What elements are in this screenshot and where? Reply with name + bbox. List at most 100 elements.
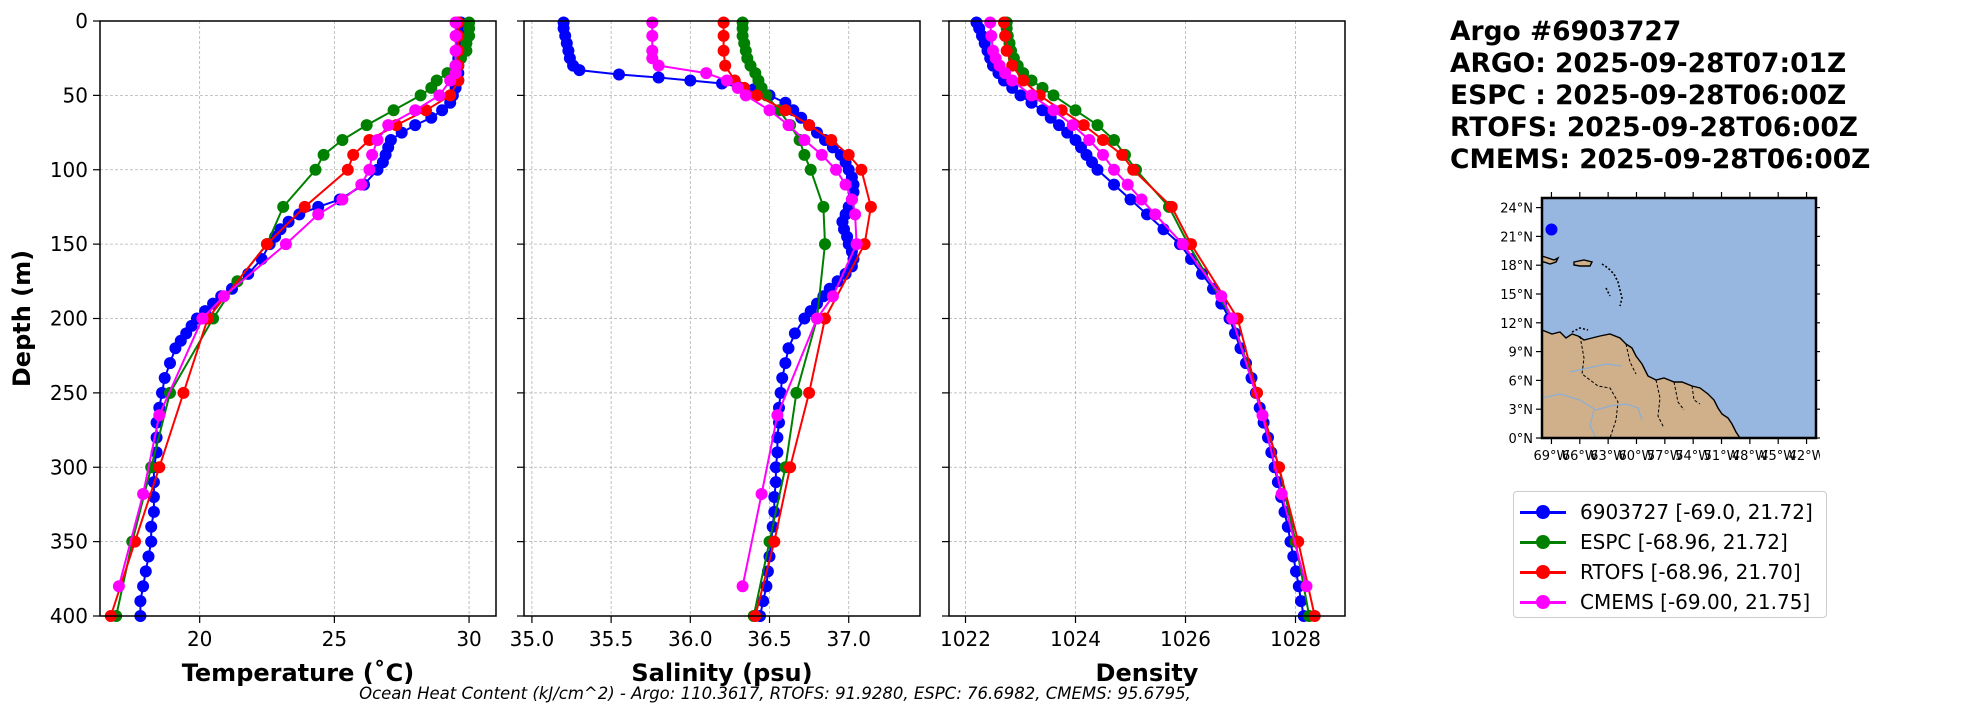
legend-item-rtofs: RTOFS [-68.96, 21.70] <box>1520 557 1826 587</box>
x-tick-label-salinity: 36.5 <box>747 627 792 651</box>
legend-item-argo: 6903727 [-69.0, 21.72] <box>1520 497 1826 527</box>
data-point-argo <box>811 126 823 139</box>
data-point-espc <box>790 386 803 399</box>
data-point-cmems <box>1108 163 1120 176</box>
argo-time-label: ARGO: 2025-09-28T07:01Z <box>1450 48 1847 79</box>
data-point-rtofs <box>1017 74 1030 87</box>
map-land-south-america <box>1541 328 1742 439</box>
y-tick-label-temperature: 200 <box>50 307 88 331</box>
map-lon-label: 63°W <box>1590 449 1626 464</box>
legend-swatch-argo <box>1520 505 1566 519</box>
data-point-cmems <box>1300 580 1313 593</box>
x-tick-label-salinity: 37.0 <box>826 627 871 651</box>
data-point-cmems <box>1149 208 1162 221</box>
map-lon-label: 45°W <box>1760 449 1796 464</box>
data-point-espc <box>817 200 830 213</box>
data-point-rtofs <box>261 238 273 251</box>
data-point-rtofs <box>177 386 190 399</box>
data-point-rtofs <box>717 16 730 29</box>
data-point-rtofs <box>1116 148 1129 161</box>
data-point-cmems <box>153 409 166 422</box>
data-point-cmems <box>1006 74 1019 87</box>
data-point-cmems <box>999 67 1012 80</box>
data-point-cmems <box>1025 89 1038 102</box>
data-point-argo <box>169 342 182 355</box>
data-point-espc <box>309 163 322 176</box>
map-rivers <box>1541 363 1643 439</box>
cmems-time-label: CMEMS: 2025-09-28T06:00Z <box>1450 144 1871 175</box>
x-axis-label-temperature: Temperature (˚C) <box>182 659 415 687</box>
data-point-cmems <box>1083 134 1096 146</box>
y-tick-label-temperature: 150 <box>50 232 88 256</box>
series-rtofs-density <box>998 16 1321 622</box>
data-point-cmems <box>739 89 752 102</box>
data-point-rtofs <box>1185 238 1197 251</box>
data-point-rtofs <box>750 89 763 102</box>
data-point-espc <box>336 134 349 146</box>
data-point-espc <box>425 81 438 94</box>
data-point-espc <box>387 104 400 117</box>
data-point-argo <box>652 71 665 84</box>
data-point-cmems <box>196 312 209 325</box>
map-borders <box>1579 335 1701 439</box>
data-point-cmems <box>1135 193 1148 206</box>
data-point-cmems <box>798 134 811 146</box>
data-point-rtofs <box>803 386 816 399</box>
data-point-espc <box>804 163 817 176</box>
data-point-rtofs <box>825 134 838 146</box>
data-point-argo <box>142 550 155 563</box>
map-float-position <box>1545 223 1558 236</box>
data-point-cmems <box>1226 312 1239 325</box>
legend: 6903727 [-69.0, 21.72] ESPC [-68.96, 21.… <box>1513 491 1827 618</box>
data-point-rtofs <box>864 200 877 213</box>
y-tick-label-temperature: 100 <box>50 158 88 182</box>
data-point-cmems <box>433 89 446 102</box>
data-point-cmems <box>850 238 863 251</box>
data-point-argo <box>769 476 782 489</box>
data-point-cmems <box>1176 238 1189 251</box>
map-lon-label: 60°W <box>1619 449 1655 464</box>
data-point-rtofs <box>717 29 730 42</box>
data-point-rtofs <box>842 148 855 161</box>
map-frame <box>1540 196 1818 440</box>
data-point-argo <box>137 580 150 593</box>
x-tick-label-salinity: 35.0 <box>510 627 555 651</box>
data-point-argo <box>1295 595 1307 608</box>
map-lat-label: 3°N <box>1509 403 1534 418</box>
map-lon-labels: 69°W66°W63°W60°W57°W54°W51°W48°W45°W42°W <box>1533 449 1824 464</box>
map-lon-label: 54°W <box>1675 449 1711 464</box>
map-lon-label: 51°W <box>1704 449 1740 464</box>
data-point-cmems <box>830 163 842 176</box>
data-point-argo <box>779 357 792 370</box>
data-point-argo <box>1124 193 1137 206</box>
data-point-cmems <box>755 488 768 500</box>
data-point-espc <box>819 238 831 251</box>
data-point-argo <box>1036 104 1049 117</box>
data-point-espc <box>277 200 290 213</box>
data-point-rtofs <box>347 148 360 161</box>
data-point-rtofs <box>1165 200 1178 213</box>
y-tick-label-temperature: 300 <box>50 455 88 479</box>
map-lon-label: 66°W <box>1562 449 1598 464</box>
x-tick-label-density: 1024 <box>1050 627 1101 651</box>
data-point-argo <box>768 491 781 503</box>
data-point-rtofs <box>1127 163 1140 176</box>
data-point-cmems <box>409 104 422 117</box>
panel-salinity: 35.0 35.5 36.0 36.5 37.0 Salinity (psu) <box>510 16 921 687</box>
map-canvas: 24°N 21°N 18°N 15°N 12°N 9°N 6°N 3°N 0°N 69°W66°… <box>1500 192 1825 464</box>
x-tick-label-salinity: 36.0 <box>668 627 713 651</box>
data-point-espc <box>414 89 427 102</box>
data-point-espc <box>317 148 330 161</box>
ohc-caption: Ocean Heat Content (kJ/cm^2) - Argo: 110… <box>359 684 1191 703</box>
data-point-rtofs <box>768 535 781 548</box>
y-tick-label-temperature: 400 <box>50 604 88 628</box>
data-point-argo <box>776 372 789 384</box>
data-point-rtofs <box>420 104 432 117</box>
data-point-argo <box>145 520 158 533</box>
data-point-argo <box>409 119 422 132</box>
data-point-cmems <box>371 134 384 146</box>
map-lon-label: 48°W <box>1732 449 1768 464</box>
data-point-cmems <box>137 488 150 500</box>
data-point-argo <box>771 446 784 459</box>
data-point-cmems <box>336 193 349 206</box>
